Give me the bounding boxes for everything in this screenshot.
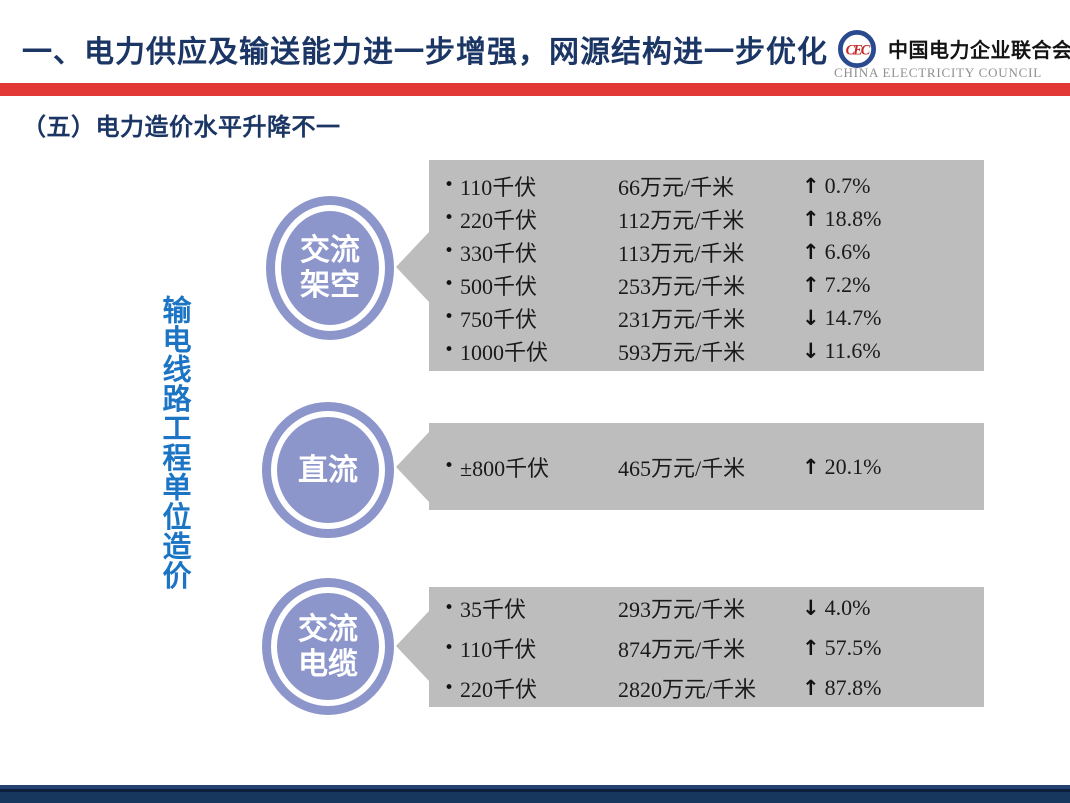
emblem-letters: CEC	[846, 43, 871, 59]
section-heading: （五）电力造价水平升降不一	[22, 114, 341, 141]
change-cell: ↑ 18.8%	[802, 206, 881, 232]
trend-arrow-icon: ↓	[802, 305, 820, 330]
circle-label-line: 交流	[300, 234, 360, 267]
trend-arrow-icon: ↑	[802, 239, 820, 264]
pointer-triangle	[396, 432, 429, 502]
voltage-cell: 220千伏	[460, 207, 538, 233]
change-cell: ↓ 4.0%	[802, 595, 870, 621]
bullet-icon: •	[444, 307, 455, 327]
change-value: 11.6%	[824, 337, 881, 363]
bullet-icon: •	[444, 637, 455, 658]
trend-arrow-icon: ↑	[802, 272, 820, 297]
trend-arrow-icon: ↑	[802, 454, 820, 479]
voltage-cell: 330千伏	[460, 240, 538, 266]
logo-name-en: CHINA ELECTRICITY COUNCIL	[834, 65, 1043, 80]
cost-cell: 465万元/千米	[618, 455, 746, 481]
voltage-cell: 220千伏	[460, 677, 538, 702]
change-cell: ↓ 11.6%	[802, 338, 881, 364]
voltage-cell: 1000千伏	[460, 339, 549, 365]
cost-cell: 593万元/千米	[618, 339, 746, 365]
circle-label-line: 交流	[298, 612, 358, 646]
change-value: 14.7%	[824, 304, 882, 330]
data-row: • 1000千伏 593万元/千米 ↓ 11.6%	[429, 334, 984, 367]
change-value: 18.8%	[824, 205, 882, 231]
change-value: 20.1%	[824, 453, 882, 479]
vertical-label: 输电线路工程单位造价	[158, 295, 190, 590]
cost-cell: 253万元/千米	[618, 273, 746, 299]
data-row: • 500千伏 253万元/千米 ↑ 7.2%	[429, 268, 984, 301]
data-box-ac-overhead: • 110千伏 66万元/千米 ↑ 0.7% • 220千伏 112万元/千米 ↑…	[429, 160, 984, 371]
data-box-dc: • ±800千伏 465万元/千米 ↑ 20.1%	[429, 423, 984, 510]
change-value: 7.2%	[824, 271, 871, 297]
circle-label-line: 直流	[298, 453, 358, 487]
cost-cell: 113万元/千米	[618, 240, 745, 266]
footer-bar	[0, 785, 1070, 803]
data-row: • 330千伏 113万元/千米 ↑ 6.6%	[429, 235, 984, 268]
circle-label-line: 电缆	[298, 647, 358, 681]
data-row: • ±800千伏 465万元/千米 ↑ 20.1%	[429, 450, 984, 483]
cost-cell: 874万元/千米	[618, 637, 746, 662]
change-cell: ↑ 7.2%	[802, 272, 870, 298]
data-row: • 110千伏 66万元/千米 ↑ 0.7%	[429, 169, 984, 202]
voltage-cell: 110千伏	[460, 637, 537, 662]
trend-arrow-icon: ↑	[802, 636, 820, 660]
cost-cell: 2820万元/千米	[618, 677, 757, 702]
pointer-triangle	[396, 611, 429, 681]
change-value: 6.6%	[824, 238, 871, 264]
cost-cell: 112万元/千米	[618, 207, 745, 233]
trend-arrow-icon: ↑	[802, 206, 820, 231]
change-cell: ↑ 0.7%	[802, 173, 870, 199]
data-box-ac-cable: • 35千伏 293万元/千米 ↓ 4.0% • 110千伏 874万元/千米 ↑…	[429, 587, 984, 707]
header-red-divider	[0, 83, 1070, 96]
change-value: 57.5%	[824, 635, 882, 660]
bullet-icon: •	[444, 241, 455, 261]
trend-arrow-icon: ↑	[802, 676, 820, 700]
voltage-cell: ±800千伏	[460, 455, 550, 481]
voltage-cell: 35千伏	[460, 597, 527, 622]
data-row: • 750千伏 231万元/千米 ↓ 14.7%	[429, 301, 984, 334]
circle-ac-cable: 交流 电缆	[262, 578, 394, 715]
logo-name-cn: 中国电力企业联合会	[888, 40, 1070, 62]
cost-cell: 231万元/千米	[618, 306, 746, 332]
cec-emblem-icon: CEC	[838, 30, 876, 68]
change-cell: ↑ 6.6%	[802, 239, 870, 265]
data-row: • 35千伏 293万元/千米 ↓ 4.0%	[429, 588, 984, 628]
bullet-icon: •	[444, 208, 455, 228]
bullet-icon: •	[444, 274, 455, 294]
voltage-cell: 750千伏	[460, 306, 538, 332]
change-cell: ↓ 14.7%	[802, 305, 881, 331]
bullet-icon: •	[444, 340, 455, 360]
voltage-cell: 500千伏	[460, 273, 538, 299]
trend-arrow-icon: ↑	[802, 173, 820, 198]
bullet-icon: •	[444, 597, 455, 618]
data-row: • 220千伏 2820万元/千米 ↑ 87.8%	[429, 668, 984, 708]
change-value: 87.8%	[824, 675, 882, 700]
page-title: 一、电力供应及输送能力进一步增强，网源结构进一步优化	[22, 36, 828, 69]
cost-cell: 293万元/千米	[618, 597, 746, 622]
change-cell: ↑ 20.1%	[802, 454, 881, 480]
circle-ac-overhead: 交流 架空	[266, 196, 394, 340]
data-row: • 220千伏 112万元/千米 ↑ 18.8%	[429, 202, 984, 235]
trend-arrow-icon: ↓	[802, 596, 820, 620]
bullet-icon: •	[444, 677, 455, 698]
change-value: 0.7%	[824, 172, 871, 198]
circle-dc: 直流	[262, 402, 394, 538]
change-cell: ↑ 87.8%	[802, 675, 881, 701]
change-cell: ↑ 57.5%	[802, 635, 881, 661]
cec-logo: CEC 中国电力企业联合会 CHINA ELECTRICITY COUNCIL	[832, 24, 1070, 82]
circle-label-line: 架空	[300, 269, 360, 302]
change-value: 4.0%	[824, 595, 871, 620]
bullet-icon: •	[444, 175, 455, 195]
trend-arrow-icon: ↓	[802, 338, 820, 363]
pointer-triangle	[396, 232, 429, 302]
data-row: • 110千伏 874万元/千米 ↑ 57.5%	[429, 628, 984, 668]
cost-cell: 66万元/千米	[618, 174, 735, 200]
bullet-icon: •	[444, 456, 455, 476]
voltage-cell: 110千伏	[460, 174, 537, 200]
